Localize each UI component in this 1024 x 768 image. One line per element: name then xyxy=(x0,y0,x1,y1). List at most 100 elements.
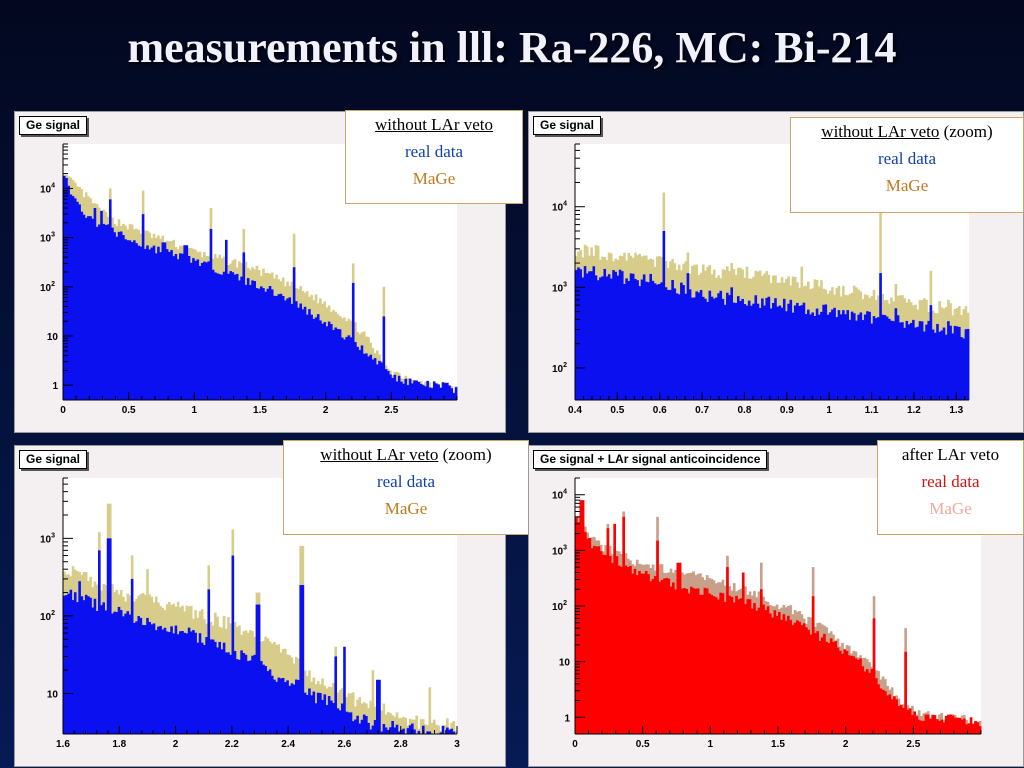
real-data-bar xyxy=(297,307,300,400)
real-data-bar xyxy=(82,600,86,734)
real-data-bar xyxy=(605,276,609,400)
real-data-bar xyxy=(148,621,151,734)
real-data-bar xyxy=(732,602,736,734)
real-data-bar xyxy=(644,571,648,734)
real-data-bar xyxy=(908,708,912,734)
real-data-bar xyxy=(629,565,632,734)
legend-real-data: real data xyxy=(404,142,464,161)
real-data-bar xyxy=(610,278,613,400)
real-data-bar xyxy=(216,273,219,400)
real-data-bar xyxy=(113,232,116,400)
legend-box: without LAr veto (zoom) real data MaGe xyxy=(790,117,1024,213)
mage-bar xyxy=(400,717,403,734)
real-data-bar xyxy=(877,317,880,400)
real-data-bar xyxy=(200,262,204,400)
real-data-bar xyxy=(614,271,617,400)
real-data-bar xyxy=(249,284,252,400)
mage-bar xyxy=(443,725,447,734)
real-data-bar xyxy=(152,245,156,400)
real-data-bar xyxy=(246,278,250,400)
real-data-bar xyxy=(847,655,851,734)
real-data-bar xyxy=(448,729,451,734)
real-data-bar xyxy=(861,666,865,734)
real-data-bar xyxy=(205,262,208,400)
real-data-bar xyxy=(382,316,386,400)
real-data-bar xyxy=(301,585,305,734)
real-data-bar xyxy=(881,689,885,734)
real-data-bar xyxy=(618,269,622,400)
real-data-bar xyxy=(268,669,272,734)
real-data-bar xyxy=(638,286,642,400)
real-data-bar xyxy=(393,374,397,400)
real-data-bar xyxy=(450,728,454,734)
real-data-bar xyxy=(796,302,799,400)
real-data-bar xyxy=(603,268,607,400)
real-data-bar xyxy=(762,604,765,734)
real-data-bar xyxy=(905,320,909,400)
real-data-bar xyxy=(246,661,250,734)
mage-bar xyxy=(454,730,458,734)
real-data-bar xyxy=(583,266,587,400)
real-data-bar xyxy=(969,717,973,734)
histogram-plot: 0.4 0.5 0.6 0.7 0.8 0.9 1 1.1 1.2 1.3 102 103 104 xyxy=(552,143,970,416)
real-data-bar xyxy=(211,639,215,734)
real-data-bar xyxy=(935,719,939,734)
real-data-bar xyxy=(196,259,200,400)
histogram-title: Ge signal xyxy=(19,450,88,469)
real-data-bar xyxy=(373,720,377,734)
real-data-bar xyxy=(382,724,386,734)
real-data-bar xyxy=(327,321,331,400)
real-data-bar xyxy=(218,641,221,734)
real-data-bar xyxy=(833,307,836,400)
real-data-bar xyxy=(667,578,671,734)
real-data-bar xyxy=(691,297,694,400)
real-data-bar xyxy=(967,723,971,734)
real-data-bar xyxy=(793,622,797,734)
real-data-bar xyxy=(288,297,292,400)
real-data-bar xyxy=(400,381,403,400)
real-data-bar xyxy=(953,325,957,400)
mage-bar xyxy=(397,718,401,734)
real-data-bar xyxy=(933,715,937,734)
real-data-bar xyxy=(951,715,955,734)
real-data-bar xyxy=(150,247,154,400)
real-data-bar xyxy=(284,682,287,734)
real-data-bar xyxy=(883,315,887,400)
real-data-bar xyxy=(172,256,176,400)
histogram-plot: 0 0.5 1 1.5 2 2.5 1 10 102 103 104 xyxy=(40,143,458,416)
legend-condition-extra: (zoom) xyxy=(939,122,993,141)
real-data-bar xyxy=(376,364,379,400)
real-data-bar xyxy=(759,589,763,734)
y-tick-label: 102 xyxy=(552,362,567,375)
real-data-bar xyxy=(159,252,162,400)
real-data-bar xyxy=(314,317,318,400)
real-data-bar xyxy=(80,211,84,400)
real-data-bar xyxy=(430,388,434,400)
real-data-bar xyxy=(624,565,628,734)
x-tick-label: 2.8 xyxy=(394,739,408,750)
real-data-bar xyxy=(345,711,348,734)
real-data-bar xyxy=(143,625,147,734)
real-data-bar xyxy=(602,554,605,734)
real-data-bar xyxy=(588,537,592,734)
real-data-bar xyxy=(231,272,235,400)
real-data-bar xyxy=(730,596,734,734)
real-data-bar xyxy=(789,619,792,734)
real-data-bar xyxy=(411,383,414,400)
real-data-bar xyxy=(255,604,259,734)
mage-bar xyxy=(393,716,397,734)
real-data-bar xyxy=(277,677,281,734)
real-data-bar xyxy=(417,381,421,400)
real-data-bar xyxy=(960,719,964,734)
real-data-bar xyxy=(119,610,123,734)
real-data-bar xyxy=(651,280,655,400)
real-data-bar xyxy=(133,240,136,400)
real-data-bar xyxy=(358,349,362,400)
real-data-bar xyxy=(321,699,324,734)
real-data-bar xyxy=(730,287,733,400)
real-data-bar xyxy=(446,382,449,400)
real-data-bar xyxy=(338,710,342,734)
mage-bar xyxy=(424,724,427,734)
real-data-bar xyxy=(336,708,340,734)
real-data-bar xyxy=(829,638,833,734)
